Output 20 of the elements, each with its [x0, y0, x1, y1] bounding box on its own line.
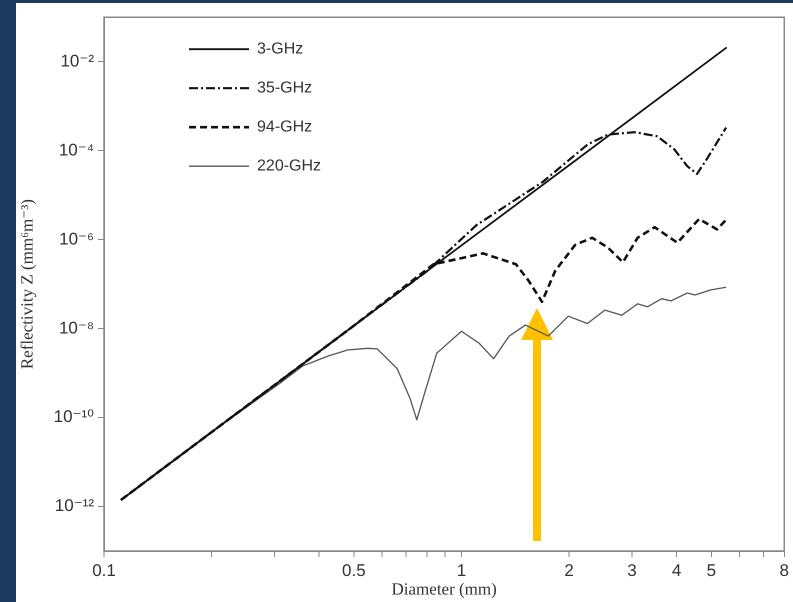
y-tick-label: 10⁻⁶ — [59, 229, 94, 248]
x-tick-label: 3 — [627, 560, 637, 580]
y-tick-label: 10⁻⁴ — [58, 140, 94, 160]
y-tick-label: 10⁻⁸ — [58, 318, 94, 338]
y-axis-title: Reflectivity Z (mm⁶m⁻³) — [18, 199, 37, 370]
x-tick-label: 4 — [672, 560, 682, 580]
x-axis-title: Diameter (mm) — [392, 579, 497, 598]
y-tick-label: 10⁻¹² — [54, 496, 94, 516]
legend-label: 35-GHz — [257, 80, 312, 97]
legend-label: 3-GHz — [257, 40, 304, 58]
x-tick-label: 0.5 — [342, 560, 366, 580]
x-tick-label: 1 — [456, 560, 466, 580]
y-tick-label: 10⁻¹⁰ — [54, 407, 94, 426]
x-tick-label: 5 — [706, 560, 716, 580]
y-tick-label: 10⁻² — [60, 51, 94, 70]
x-tick-label: 8 — [780, 560, 790, 580]
x-tick-label: 0.1 — [92, 560, 116, 580]
legend-label: 94-GHz — [257, 118, 312, 136]
legend-label: 220-GHz — [257, 158, 322, 175]
x-tick-label: 2 — [564, 560, 574, 580]
